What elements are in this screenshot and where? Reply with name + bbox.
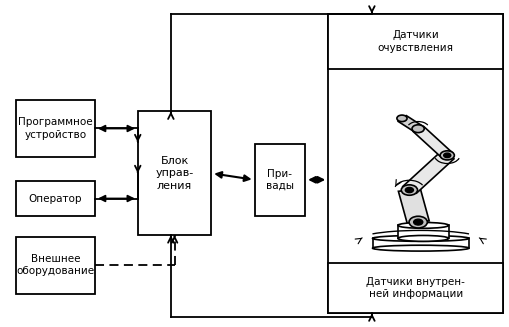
Circle shape [440,151,455,160]
Ellipse shape [398,235,448,241]
Ellipse shape [373,245,469,251]
Circle shape [397,115,407,122]
Bar [328,263,503,313]
Polygon shape [398,115,422,131]
Bar [254,144,305,215]
Ellipse shape [398,222,448,228]
Bar [373,238,469,248]
Bar [16,181,95,215]
Text: Блок
управ-
ления: Блок управ- ления [155,156,194,191]
Polygon shape [399,189,429,223]
Circle shape [401,185,417,195]
Circle shape [405,187,413,193]
Circle shape [414,219,423,225]
Bar [16,100,95,157]
Bar [16,237,95,294]
Text: Датчики внутрен-
ней информации: Датчики внутрен- ней информации [366,277,465,299]
Text: Внешнее
оборудование: Внешнее оборудование [16,254,94,276]
Polygon shape [402,152,455,193]
Bar [398,225,448,238]
Circle shape [409,216,428,228]
Bar [328,14,503,313]
Ellipse shape [373,235,469,241]
Circle shape [444,153,451,158]
Polygon shape [413,126,453,158]
Bar [138,112,211,235]
Text: Датчики
очувствления: Датчики очувствления [378,30,454,53]
Text: Оператор: Оператор [29,194,82,203]
Text: Программное
устройство: Программное устройство [18,117,93,140]
Circle shape [412,125,424,133]
Text: При-
вады: При- вады [266,169,294,191]
Bar [328,14,503,69]
